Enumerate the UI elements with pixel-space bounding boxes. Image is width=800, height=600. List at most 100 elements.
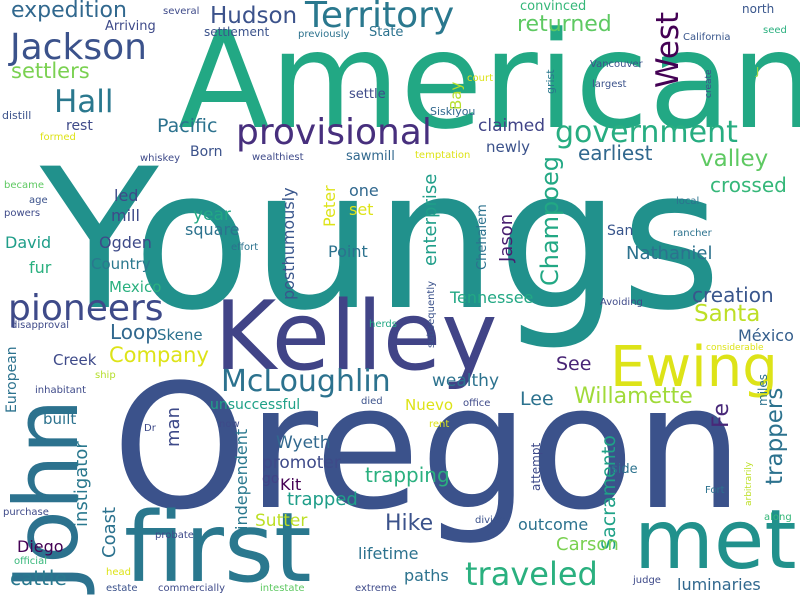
word-traveled: traveled bbox=[465, 555, 598, 593]
word-grist: grist bbox=[544, 69, 557, 94]
word-nuevo: Nuevo bbox=[405, 396, 454, 414]
word-willamette: Willamette bbox=[574, 384, 693, 409]
word-seed: seed bbox=[763, 25, 787, 36]
word-powers: powers bbox=[4, 208, 41, 219]
word-considerable: considerable bbox=[706, 343, 764, 353]
word-square: square bbox=[185, 220, 240, 239]
word-now: now bbox=[219, 419, 240, 430]
word-american: American bbox=[178, 3, 800, 159]
word-set: set bbox=[349, 200, 374, 219]
word-tennessee: Tennessee bbox=[450, 288, 534, 307]
word-jason: Jason bbox=[496, 213, 517, 262]
word-sacramento: Sacramento bbox=[598, 435, 620, 550]
word-rancher: rancher bbox=[673, 228, 712, 239]
word-point: Point bbox=[328, 242, 368, 261]
word-north: north bbox=[742, 2, 775, 16]
word-wyeth: Wyeth bbox=[276, 433, 331, 453]
word-died: died bbox=[361, 396, 383, 407]
word-ewing: Ewing bbox=[610, 335, 778, 400]
word-enterprise: enterprise bbox=[420, 173, 441, 266]
word-siskiyou: Siskiyou bbox=[430, 105, 476, 118]
word-creation: creation bbox=[692, 283, 774, 307]
word-cattle: cattle bbox=[10, 566, 67, 590]
word-territory: Territory bbox=[305, 0, 455, 36]
word-oregon: Oregon bbox=[112, 347, 744, 548]
word-led: led bbox=[114, 186, 139, 205]
word-peter: Peter bbox=[320, 185, 339, 227]
word-effort: effort bbox=[231, 242, 259, 253]
word-probate: probate bbox=[155, 530, 194, 541]
word-san: San bbox=[607, 223, 634, 239]
word-convinced: convinced bbox=[520, 0, 587, 14]
word-outcome: outcome bbox=[518, 515, 589, 534]
word-promoter: promoter bbox=[262, 453, 341, 473]
word-posthumously: posthumously bbox=[279, 187, 298, 300]
word-carson: Carson bbox=[556, 534, 619, 555]
word-chehalem: Chehalem bbox=[475, 204, 490, 270]
word-see: See bbox=[556, 353, 592, 375]
word-age: age bbox=[29, 195, 48, 206]
word-instigator: instigator bbox=[71, 441, 92, 527]
word-lee: Lee bbox=[520, 388, 554, 410]
word-became: became bbox=[4, 180, 45, 191]
word-loop: Loop bbox=[110, 320, 158, 344]
word-pacific: Pacific bbox=[157, 115, 218, 137]
word-luminaries: luminaries bbox=[677, 575, 761, 594]
word-david: David bbox=[5, 233, 52, 252]
word-wealthiest: wealthiest bbox=[252, 152, 304, 163]
word-returned: returned bbox=[517, 12, 612, 37]
word-mexico: Mexico bbox=[109, 278, 162, 296]
word-provisional: provisional bbox=[236, 112, 432, 153]
word-expedition: expedition bbox=[11, 0, 127, 23]
word-inhabitant: inhabitant bbox=[35, 385, 87, 396]
word-arbitrarily: arbitrarily bbox=[744, 461, 754, 506]
word-disapproval: disapproval bbox=[11, 320, 69, 331]
word-coast: Coast bbox=[99, 506, 120, 558]
word-settle: settle bbox=[349, 87, 386, 102]
word-european: European bbox=[4, 346, 20, 413]
word-rest: rest bbox=[66, 118, 93, 134]
word-one: one bbox=[349, 181, 379, 200]
word-ship: ship bbox=[95, 370, 116, 381]
word-year: year bbox=[193, 205, 231, 225]
word-estate: estate bbox=[106, 583, 138, 594]
word-born: Born bbox=[190, 144, 223, 160]
word-valley: valley bbox=[700, 146, 769, 172]
word-west: West bbox=[650, 11, 686, 88]
word-youngs: Youngs bbox=[40, 127, 722, 353]
word-santa: Santa bbox=[694, 301, 761, 327]
word-settlement: settlement bbox=[204, 25, 270, 39]
word-subsequently: subsequently bbox=[426, 280, 437, 348]
word-attempt: attempt bbox=[529, 442, 543, 491]
word-sutter: Sutter bbox=[255, 511, 308, 531]
word-settlers: settlers bbox=[11, 59, 90, 83]
word-wealthy: wealthy bbox=[432, 371, 500, 391]
word-mcloughlin: McLoughlin bbox=[221, 364, 391, 399]
word-head: head bbox=[106, 567, 131, 578]
word-purchase: purchase bbox=[3, 507, 49, 518]
word-fur: fur bbox=[29, 258, 52, 277]
word-sawmill: sawmill bbox=[346, 149, 395, 164]
word-earliest: earliest bbox=[578, 141, 653, 165]
word-country: Country bbox=[91, 255, 151, 273]
word-fe: Fe bbox=[709, 403, 734, 428]
word-california: California bbox=[683, 32, 731, 43]
word-vancouver: Vancouver bbox=[590, 59, 643, 70]
word-intestate: intestate bbox=[260, 583, 305, 594]
word-miles: miles bbox=[756, 374, 770, 406]
word-jackson: Jackson bbox=[10, 27, 147, 68]
word-rent: rent bbox=[429, 419, 450, 430]
word-lifetime: lifetime bbox=[358, 544, 419, 563]
word-kit: Kit bbox=[280, 475, 302, 494]
word-paths: paths bbox=[404, 566, 449, 585]
word-independent: independent bbox=[232, 428, 251, 530]
word-trapped: trapped bbox=[287, 489, 358, 510]
word-pioneers: pioneers bbox=[8, 288, 164, 329]
word-arriving: Arriving bbox=[105, 19, 156, 34]
word-dr: Dr bbox=[144, 423, 156, 434]
word-mill: mill bbox=[111, 206, 140, 225]
word-diego: Diego bbox=[17, 537, 64, 556]
word-creek: Creek bbox=[53, 351, 97, 369]
word-divide: divide bbox=[475, 515, 506, 526]
